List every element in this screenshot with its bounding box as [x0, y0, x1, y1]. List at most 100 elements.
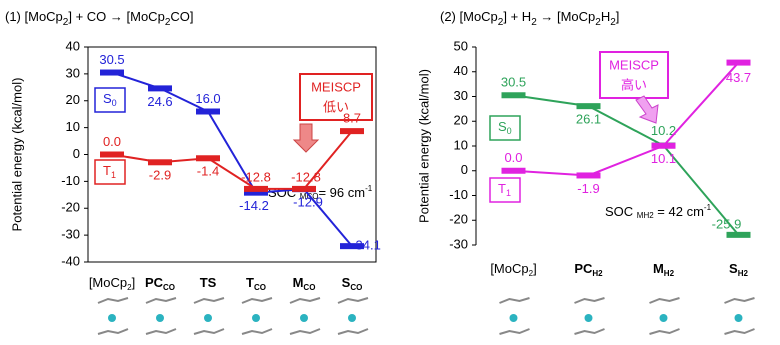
text-part: 1 [506, 188, 511, 198]
y-tick-label: 10 [66, 119, 80, 134]
text-part: [MoCp [89, 275, 127, 290]
text-part: 0 [507, 126, 512, 136]
data-label: -14.2 [239, 198, 269, 213]
data-label: -34.1 [351, 238, 381, 253]
data-label: 8.7 [343, 111, 361, 126]
text-part: T [498, 181, 506, 196]
molecule-atom [348, 314, 356, 322]
text-part: → [MoCp [537, 9, 596, 24]
data-label: -1.4 [197, 164, 219, 179]
data-label: -1.9 [577, 181, 599, 196]
text-part: [MoCp [490, 261, 528, 276]
x-tick-label: SH2 [729, 261, 748, 278]
data-label: 43.7 [726, 70, 751, 85]
y-tick-label: 30 [66, 65, 80, 80]
text-part: CO] [170, 9, 193, 24]
molecule-ring [194, 329, 224, 334]
energy-level [292, 186, 316, 192]
y-tick-label: 40 [454, 63, 468, 78]
x-tick-label: [MoCp2] [490, 261, 536, 278]
text-part: PC [145, 275, 164, 290]
molecule-ring [290, 298, 320, 303]
molecule-atom [204, 314, 212, 322]
text-part: H2 [738, 269, 749, 278]
x-tick-label: PCCO [145, 275, 175, 292]
y-tick-label: -30 [61, 227, 80, 242]
y-tick-label: 40 [66, 38, 80, 53]
text-part: (2) [MoCp [440, 9, 498, 24]
y-tick-label: -40 [61, 253, 80, 268]
text-part: H2 [592, 269, 603, 278]
molecule-ring [98, 329, 128, 334]
molecule-ring [575, 329, 605, 334]
data-label: 0.0 [504, 150, 522, 165]
x-tick-label: [MoCp2] [89, 275, 135, 292]
energy-level [148, 159, 172, 165]
molecule-ring [500, 329, 530, 334]
molecule-atom [735, 314, 743, 322]
molecule-ring [146, 329, 176, 334]
energy-level [340, 128, 364, 134]
data-label: 30.5 [99, 52, 124, 67]
data-label: 26.1 [576, 112, 601, 127]
text-part: H2 [664, 269, 675, 278]
y-tick-label: 30 [454, 88, 468, 103]
molecule-ring [725, 298, 755, 303]
y-axis-label: Potential energy (kcal/mol) [416, 69, 431, 223]
energy-level [727, 232, 751, 238]
y-tick-label: -30 [449, 236, 468, 251]
soc-label: SOC MH2 = 42 cm-1 [605, 203, 712, 220]
energy-level [244, 186, 268, 192]
chart-title: (2) [MoCp2] + H2 → [MoCp2H2] [440, 9, 619, 27]
y-tick-label: 20 [454, 113, 468, 128]
energy-level [652, 143, 676, 149]
molecule-ring [242, 329, 272, 334]
text-part: ] [616, 9, 620, 24]
text-part: ] + CO → [MoCp [68, 9, 164, 24]
molecule-ring [242, 298, 272, 303]
energy-level [502, 168, 526, 174]
text-part: 0 [112, 98, 117, 108]
figure: MEISCP 低い SOC MCO= 96 cm-1 MEISCP 高い SOC… [0, 0, 780, 345]
molecule-ring [98, 298, 128, 303]
x-tick-label: MH2 [653, 261, 675, 278]
text-part: CO [163, 283, 175, 292]
y-tick-label: 20 [66, 92, 80, 107]
energy-level [100, 70, 124, 76]
y-tick-label: 10 [454, 137, 468, 152]
data-label: -25.9 [712, 216, 742, 231]
molecule-ring [338, 329, 368, 334]
data-label: -2.9 [149, 168, 171, 183]
x-tick-label: MCO [293, 275, 316, 292]
energy-level [100, 152, 124, 158]
data-label: 30.5 [501, 75, 526, 90]
molecule-atom [300, 314, 308, 322]
y-tick-label: -10 [61, 173, 80, 188]
text-part: H [601, 9, 610, 24]
annotation-text: 高い [621, 77, 647, 92]
text-part: ] [533, 261, 537, 276]
text-part: ] + H [503, 9, 531, 24]
text-part: CO [350, 283, 362, 292]
y-axis-label: Potential energy (kcal/mol) [9, 78, 24, 232]
energy-level [148, 85, 172, 91]
molecule-atom [660, 314, 668, 322]
text-part: S [103, 91, 112, 106]
data-label: 10.1 [651, 151, 676, 166]
data-label: 0.0 [103, 134, 121, 149]
chart-title: (1) [MoCp2] + CO → [MoCp2CO] [5, 9, 194, 27]
energy-level [502, 92, 526, 98]
molecule-atom [156, 314, 164, 322]
y-tick-label: -10 [449, 187, 468, 202]
text-part: S [342, 275, 351, 290]
text-part: T [103, 163, 111, 178]
molecule-ring [146, 298, 176, 303]
energy-level [727, 60, 751, 66]
x-tick-label: TCO [246, 275, 266, 292]
molecule-atom [108, 314, 116, 322]
annotation-text: MEISCP [609, 57, 659, 72]
molecule-ring [500, 298, 530, 303]
molecule-ring [338, 298, 368, 303]
data-label: -12.9 [293, 195, 323, 210]
y-tick-label: 0 [461, 162, 468, 177]
